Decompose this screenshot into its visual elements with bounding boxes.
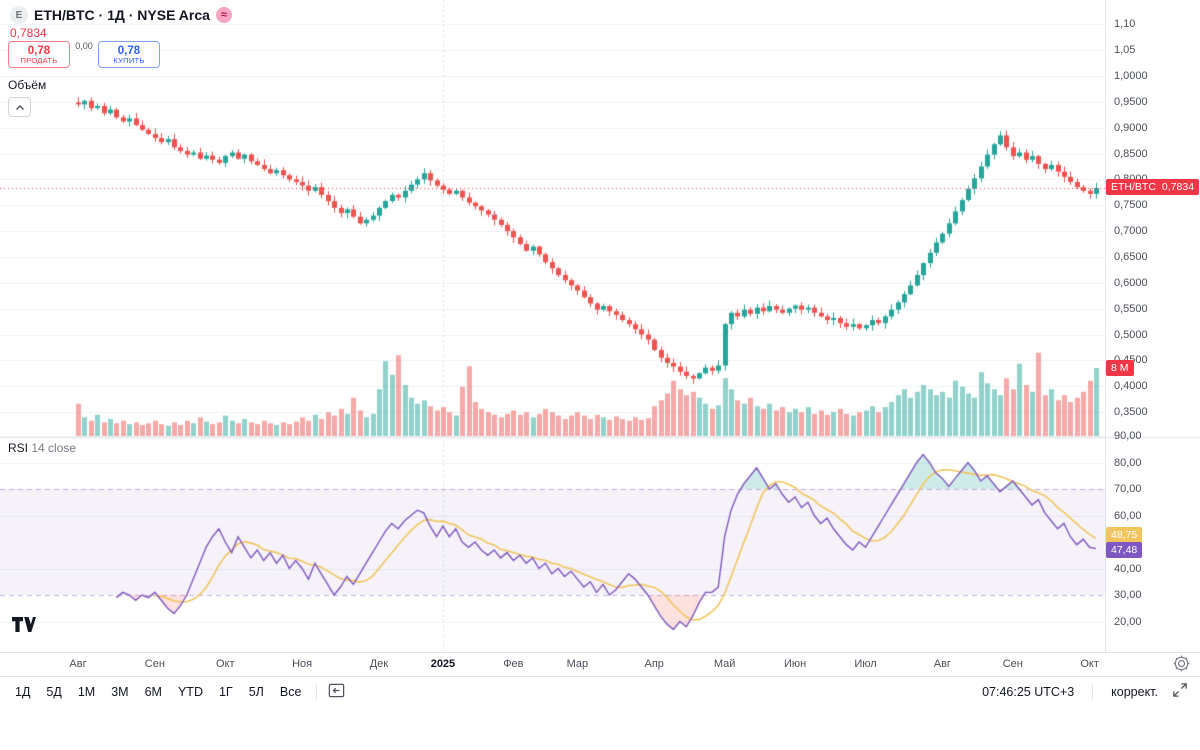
time-tick-label: Авг: [69, 658, 87, 670]
adjust-data-button[interactable]: коррект.: [1111, 684, 1158, 699]
clock[interactable]: 07:46:25 UTC+3: [982, 684, 1075, 699]
time-tick-label: Сен: [144, 658, 165, 670]
range-button-ytd[interactable]: YTD: [171, 682, 210, 702]
calendar-icon: [327, 681, 346, 703]
symbol-logo-icon: E: [10, 6, 28, 24]
chart-legend: E ETH/BTC · 1Д · NYSE Arca ≈: [10, 6, 232, 24]
chevron-up-icon: [15, 100, 25, 115]
range-button-5y[interactable]: 5Л: [242, 682, 271, 702]
price-tick-label: 0,3500: [1114, 406, 1148, 419]
buy-label: КУПИТЬ: [113, 55, 145, 65]
rsi-tick-label: 40,00: [1114, 562, 1142, 575]
delayed-data-icon[interactable]: ≈: [215, 7, 232, 23]
range-button-all[interactable]: Все: [273, 682, 309, 702]
price-tick-label: 0,5000: [1114, 328, 1148, 341]
fullscreen-button[interactable]: [1170, 680, 1190, 703]
price-tick-label: 0,7500: [1114, 199, 1148, 212]
price-tick-label: 0,7000: [1114, 225, 1148, 238]
rsi-tick-label: 70,00: [1114, 483, 1142, 495]
rsi-indicator-label[interactable]: RSI 14 close: [8, 441, 76, 455]
range-button-1d[interactable]: 1Д: [8, 682, 37, 702]
range-button-5d[interactable]: 5Д: [39, 682, 68, 702]
symbol-title[interactable]: ETH/BTC · 1Д · NYSE Arca: [34, 7, 210, 23]
price-axis[interactable]: 1,101,051,00000,95000,90000,85000,80000,…: [1105, 0, 1200, 652]
spread-value: 0,00: [75, 41, 93, 51]
price-tick-label: 1,0000: [1114, 70, 1148, 82]
gear-icon: [1172, 654, 1191, 676]
buy-price: 0,78: [117, 44, 141, 57]
time-tick-label: Окт: [1080, 658, 1099, 670]
time-tick-label: Ноя: [292, 658, 313, 670]
range-switcher: 1Д 5Д 1М 3М 6М YTD 1Г 5Л Все: [8, 679, 348, 705]
rsi-ma-badge: 48,75: [1106, 527, 1143, 543]
price-scale-settings-button[interactable]: [1170, 655, 1192, 675]
price-badge-symbol: ETH/BTC: [1111, 181, 1156, 193]
time-tick-label: Окт: [215, 658, 235, 670]
price-badge-value: 0,7834: [1161, 181, 1195, 193]
rsi-params: 14 close: [31, 441, 77, 455]
go-to-date-button[interactable]: [325, 679, 348, 705]
price-tick-label: 0,8500: [1114, 147, 1148, 160]
chart-region: E ETH/BTC · 1Д · NYSE Arca ≈ 0,7834 0,78…: [0, 0, 1200, 676]
time-tick-label: Июл: [854, 658, 877, 670]
rsi-value-badge: 47,48: [1106, 542, 1143, 558]
time-tick-label: Мар: [566, 658, 589, 670]
time-tick-label: Апр: [644, 658, 664, 670]
last-price-badge: ETH/BTC 0,7834: [1106, 179, 1200, 195]
bottom-toolbar: 1Д 5Д 1М 3М 6М YTD 1Г 5Л Все 07:46:25 UT…: [0, 676, 1200, 706]
price-tick-label: 1,10: [1114, 18, 1136, 31]
range-button-3m[interactable]: 3М: [104, 682, 135, 702]
time-tick-label: Дек: [369, 658, 389, 670]
rsi-tick-label: 20,00: [1114, 615, 1142, 628]
price-tick-label: 0,6500: [1114, 250, 1148, 263]
time-tick-label: 2025: [430, 658, 456, 670]
volume-badge: 8 M: [1106, 360, 1134, 376]
sell-price: 0,78: [27, 44, 51, 57]
rsi-tick-label: 60,00: [1114, 509, 1142, 522]
tradingview-logo[interactable]: [12, 617, 36, 637]
price-tick-label: 1,05: [1114, 44, 1136, 57]
sell-button[interactable]: 0,78 ПРОДАТЬ: [8, 41, 70, 68]
price-tick-label: 0,9000: [1114, 121, 1148, 134]
range-button-1m[interactable]: 1М: [71, 682, 102, 702]
time-tick-label: Фев: [503, 658, 524, 670]
trade-widget: 0,78 ПРОДАТЬ 0,00 0,78 КУПИТЬ: [8, 41, 160, 68]
time-tick-label: Июн: [783, 658, 807, 670]
toolbar-right: 07:46:25 UTC+3 коррект.: [982, 680, 1192, 703]
range-button-6m[interactable]: 6М: [138, 682, 169, 702]
last-price-readout: 0,7834: [10, 26, 47, 40]
time-tick-label: Сен: [1002, 658, 1023, 670]
price-tick-label: 0,5500: [1114, 302, 1148, 315]
rsi-tick-label: 30,00: [1114, 589, 1142, 601]
buy-button[interactable]: 0,78 КУПИТЬ: [98, 41, 160, 68]
expand-arrows-icon: [1172, 682, 1188, 701]
price-tick-label: 0,4000: [1114, 380, 1148, 393]
time-axis[interactable]: Авг Сен Окт Ноя Дек 2025 Фев Мар Апр Май Июн Июл Авг…: [0, 652, 1200, 676]
chart-canvas[interactable]: [0, 0, 1200, 676]
volume-indicator-label[interactable]: Объём: [8, 78, 47, 92]
collapse-legend-button[interactable]: [8, 97, 31, 117]
time-tick-label: Авг: [933, 658, 951, 670]
rsi-tick-label: 90,00: [1114, 430, 1142, 442]
rsi-tick-label: 80,00: [1114, 456, 1142, 469]
rsi-name: RSI: [8, 441, 29, 455]
price-tick-label: 0,6000: [1114, 276, 1148, 289]
toolbar-divider: [1092, 683, 1094, 700]
sell-label: ПРОДАТЬ: [20, 55, 58, 65]
time-tick-label: Май: [713, 658, 736, 670]
range-button-1y[interactable]: 1Г: [212, 682, 240, 702]
toolbar-divider: [316, 683, 318, 700]
price-tick-label: 0,9500: [1114, 95, 1148, 108]
